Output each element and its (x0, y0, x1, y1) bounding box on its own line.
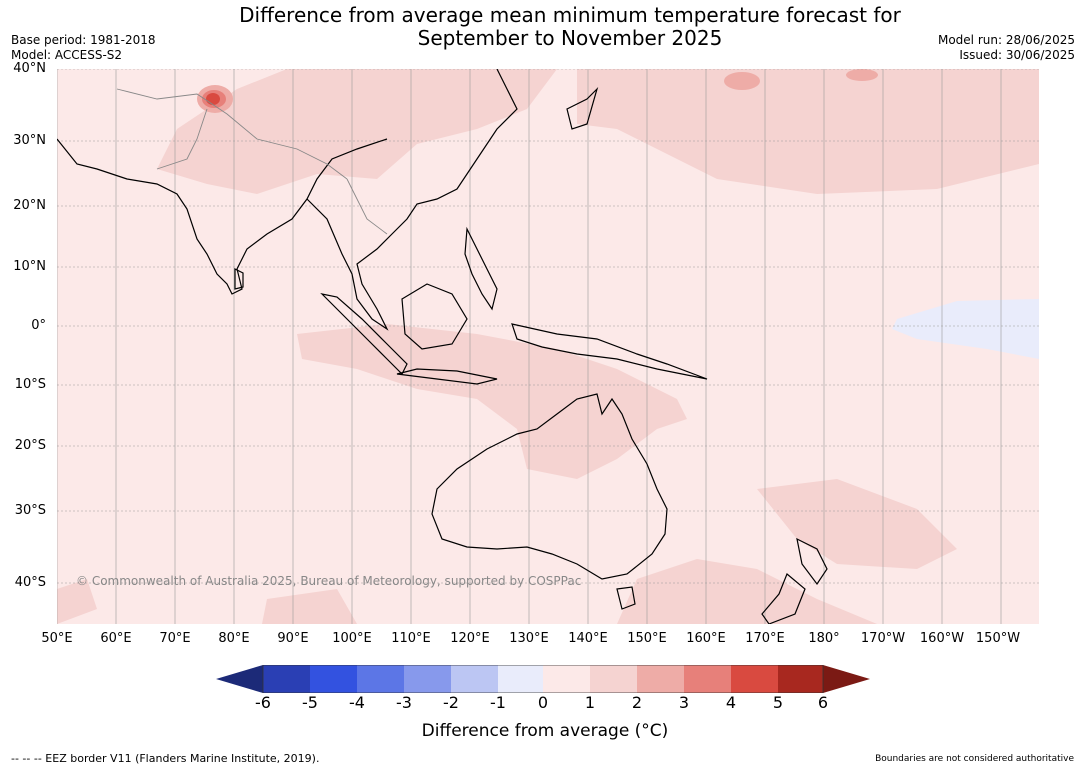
colorbar-tick-2: 2 (631, 693, 643, 712)
anomaly-region-east-pacific-cool (892, 299, 1039, 359)
model-name: Model: ACCESS-S2 (11, 48, 123, 62)
lon-label-170w: 170°W (860, 631, 906, 646)
eez-legend: -- -- -- EEZ border V11 (Flanders Marine… (11, 752, 320, 765)
base-info: Base period: 1981-2018 Model: ACCESS-S2 (11, 33, 156, 63)
lon-label-120e: 120°E (450, 631, 490, 646)
title-line-2: September to November 2025 (417, 26, 723, 50)
lon-label-130e: 130°E (509, 631, 549, 646)
anomaly-spot-north (846, 69, 878, 81)
colorbar-swatch-9 (637, 665, 684, 693)
colorbar-tick-neg1: -1 (490, 693, 506, 712)
colorbar-swatch-5 (451, 665, 498, 693)
anomaly-region-tasman (757, 479, 957, 569)
lon-label-170e: 170°E (745, 631, 785, 646)
colorbar-swatch-3 (357, 665, 404, 693)
colorbar-swatch-10 (684, 665, 731, 693)
colorbar-swatch-6 (498, 665, 543, 693)
lon-label-160w: 160°W (919, 631, 965, 646)
colorbar-swatch-8 (590, 665, 637, 693)
colorbar-swatch-1 (263, 665, 310, 693)
boundaries-disclaimer: Boundaries are not considered authoritat… (875, 754, 1074, 764)
anomaly-region-indonesia-australia (297, 324, 687, 479)
anomaly-region-asia (157, 69, 557, 194)
lat-label-10n: 10°N (13, 259, 46, 274)
anomaly-spot-himalaya-core (206, 93, 220, 105)
colorbar-tick-3: 3 (678, 693, 690, 712)
colorbar-arrow-right (823, 665, 870, 693)
title-line-1: Difference from average mean minimum tem… (239, 3, 901, 27)
lat-label-40n: 40°N (13, 61, 46, 76)
colorbar-tick-neg5: -5 (302, 693, 318, 712)
lat-label-30s: 30°S (14, 503, 46, 518)
map-canvas (57, 69, 1039, 624)
gridlines (57, 69, 1039, 624)
lon-label-160e: 160°E (686, 631, 726, 646)
issued-date: Issued: 30/06/2025 (959, 48, 1075, 62)
lon-label-140e: 140°E (568, 631, 608, 646)
lon-label-150w: 150°W (975, 631, 1021, 646)
lon-label-70e: 70°E (159, 631, 191, 646)
lon-label-150e: 150°E (627, 631, 667, 646)
colorbar-tick-0: 0 (537, 693, 549, 712)
colorbar-tick-neg6: -6 (255, 693, 271, 712)
model-run-date: Model run: 28/06/2025 (937, 33, 1075, 47)
anomaly-region-s-indian (262, 589, 357, 624)
base-period: Base period: 1981-2018 (11, 33, 156, 47)
lat-label-10s: 10°S (14, 377, 46, 392)
colorbar-swatch-2 (310, 665, 357, 693)
run-info: Model run: 28/06/2025 Issued: 30/06/2025 (938, 33, 1075, 63)
coastlines (57, 69, 828, 624)
lon-label-110e: 110°E (391, 631, 431, 646)
lat-label-20n: 20°N (13, 198, 46, 213)
lon-label-180: 180° (808, 631, 840, 646)
lon-label-60e: 60°E (100, 631, 132, 646)
lat-label-40s: 40°S (14, 575, 46, 590)
lon-label-80e: 80°E (218, 631, 250, 646)
lat-label-0: 0° (31, 318, 46, 333)
anomaly-region-south (617, 559, 877, 624)
copyright-notice: © Commonwealth of Australia 2025, Bureau… (76, 574, 582, 588)
colorbar-swatch-11 (731, 665, 778, 693)
anomaly-region-sw (57, 579, 97, 624)
anomaly-region-north-pacific (577, 69, 1039, 194)
colorbar-tick-neg3: -3 (396, 693, 412, 712)
colorbar-label: Difference from average (°C) (421, 721, 669, 741)
colorbar-swatch-12 (778, 665, 823, 693)
lon-label-50e: 50°E (41, 631, 73, 646)
colorbar-tick-6: 6 (817, 693, 829, 712)
colorbar-tick-neg4: -4 (349, 693, 365, 712)
colorbar-tick-5: 5 (772, 693, 784, 712)
forecast-map: © Commonwealth of Australia 2025, Bureau… (57, 69, 1039, 624)
chart-title: Difference from average mean minimum tem… (180, 4, 960, 50)
colorbar-tick-4: 4 (725, 693, 737, 712)
anomaly-spot-pacific (724, 72, 760, 90)
colorbar-swatch-7 (543, 665, 590, 693)
lat-label-20s: 20°S (14, 438, 46, 453)
colorbar-outline (262, 665, 824, 693)
lat-label-30n: 30°N (13, 133, 46, 148)
lon-label-100e: 100°E (332, 631, 372, 646)
country-borders (116, 88, 388, 235)
colorbar-tick-1: 1 (584, 693, 596, 712)
colorbar-swatch-4 (404, 665, 451, 693)
lon-label-90e: 90°E (277, 631, 309, 646)
colorbar-arrow-left (216, 665, 263, 693)
colorbar (216, 665, 870, 693)
colorbar-tick-neg2: -2 (443, 693, 459, 712)
